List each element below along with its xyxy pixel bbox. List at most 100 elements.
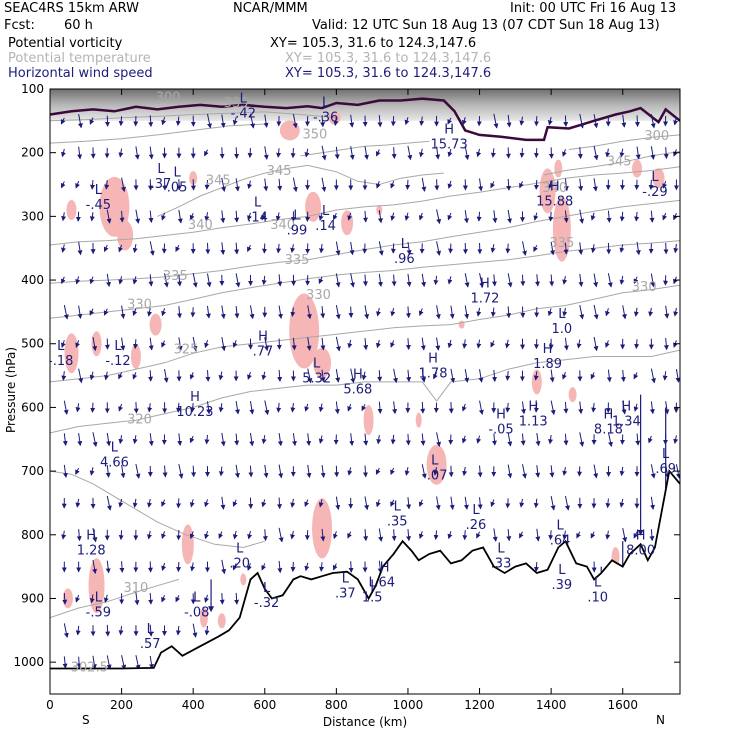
wind-vector [478, 178, 484, 192]
wind-vector [206, 401, 212, 415]
wind-vector [579, 304, 585, 320]
extremum-value: .35 [387, 514, 408, 529]
wind-vector [461, 117, 467, 126]
wind-vector [548, 434, 554, 445]
wind-vector [161, 531, 166, 540]
wind-vector [134, 592, 140, 606]
pv-region [341, 210, 354, 236]
theta-label: 325 [174, 342, 199, 357]
wind-vector [520, 433, 526, 446]
extremum-value: 5.32 [302, 372, 331, 387]
wind-vector [103, 244, 109, 253]
pv-region [149, 313, 162, 336]
wind-vector [321, 145, 327, 161]
wind-vector [433, 372, 438, 380]
theta-contour [50, 349, 680, 434]
wind-vector [118, 530, 124, 541]
wind-vector [391, 529, 397, 542]
wind-vector [90, 180, 96, 190]
extremum-value: 10.23 [176, 405, 213, 420]
wind-vector [377, 370, 383, 382]
wind-vector [619, 148, 625, 158]
extremum-type: L [114, 339, 122, 354]
wind-vector [664, 401, 670, 415]
wind-vector [335, 336, 341, 352]
wind-vector [476, 531, 481, 539]
wind-vector [390, 181, 395, 189]
extremum-type: H [190, 390, 200, 405]
wind-vector [662, 212, 667, 221]
wind-vector [189, 435, 195, 444]
pv-region [217, 613, 226, 629]
pv-region [363, 405, 374, 436]
wind-vector [91, 655, 97, 670]
extremum-type: L [157, 162, 165, 177]
wind-vector [562, 149, 567, 157]
y-axis-title: Pressure (hPa) [4, 347, 18, 433]
wind-vector [579, 209, 585, 224]
wind-vector [61, 371, 67, 381]
fcst-value: 60 h [64, 18, 93, 33]
wind-vector [435, 146, 441, 160]
wind-vector [218, 403, 224, 413]
wind-vector [675, 369, 680, 383]
extremum-value: .69 [655, 462, 676, 477]
fcst-label: Fcst: [4, 18, 35, 33]
wind-vector [132, 498, 138, 508]
wind-vector [578, 242, 584, 255]
wind-vector [476, 435, 482, 444]
wind-vector [61, 212, 67, 222]
wind-vector [375, 149, 381, 157]
extremum-type: L [401, 237, 409, 252]
wind-vector [75, 467, 80, 475]
wind-vector [261, 212, 267, 221]
wind-vector [593, 464, 599, 479]
plot-frame [49, 88, 681, 695]
wind-vector [192, 273, 198, 288]
extremum-type: L [558, 563, 566, 578]
extremum-type: H [480, 276, 490, 291]
wind-vector [377, 273, 383, 287]
theta-label: 330 [306, 288, 331, 303]
extremum-type: H [353, 368, 363, 383]
wind-vector [349, 114, 355, 128]
wind-vector [375, 180, 381, 189]
wind-vector [578, 401, 584, 415]
wind-vector [318, 212, 324, 221]
extremum-value: 8.00 [626, 544, 655, 559]
wind-vector [392, 401, 398, 415]
wind-vector [335, 369, 341, 383]
wind-vector [378, 528, 384, 542]
wind-vector [62, 656, 68, 669]
wind-vector [178, 464, 184, 479]
wind-vector [673, 307, 679, 317]
wind-vector [118, 403, 123, 412]
wind-vector [60, 117, 66, 125]
wind-vector [447, 180, 453, 189]
wind-vector [306, 305, 312, 320]
extremum-type: L [240, 92, 248, 107]
wind-vector [505, 402, 511, 413]
wind-vector [393, 368, 398, 384]
extremum-value: .37 [151, 177, 172, 192]
wind-vector [673, 116, 679, 126]
pv-region [130, 343, 141, 369]
wind-vector [349, 146, 355, 160]
wind-vector [221, 559, 227, 575]
wind-vector [118, 148, 124, 158]
wind-vector [533, 498, 539, 509]
wind-vector [634, 211, 640, 222]
y-tick-label: 500 [21, 337, 44, 351]
wind-vector [148, 624, 154, 637]
wind-vector [234, 178, 240, 192]
wind-vector [648, 307, 654, 317]
wind-vector [490, 244, 496, 253]
wind-vector [275, 212, 281, 222]
x-tick-label: 400 [182, 698, 205, 712]
wind-vector [649, 401, 655, 415]
wind-vector [375, 499, 381, 508]
wind-vector [662, 371, 668, 381]
wind-vector [550, 496, 556, 511]
wind-vector [77, 114, 83, 129]
wind-vector [234, 306, 240, 319]
